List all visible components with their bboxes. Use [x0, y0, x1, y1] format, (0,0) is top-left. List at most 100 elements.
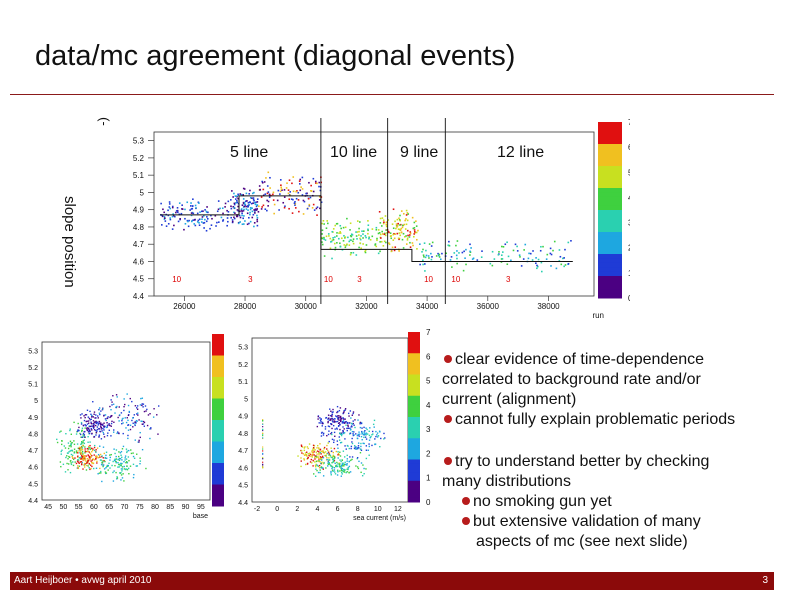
- data-point: [348, 415, 350, 417]
- data-point: [145, 410, 147, 412]
- data-point: [318, 457, 320, 460]
- data-point: [311, 462, 313, 464]
- data-point: [356, 238, 358, 240]
- data-point: [175, 211, 177, 214]
- data-point: [310, 458, 313, 461]
- data-point: [80, 417, 82, 419]
- data-point: [91, 451, 93, 453]
- data-point: [315, 463, 317, 466]
- data-point: [321, 233, 323, 235]
- colorbar-cell: [408, 476, 420, 482]
- data-point: [80, 421, 83, 424]
- data-point: [347, 466, 350, 469]
- data-point: [378, 430, 381, 432]
- data-point: [165, 225, 168, 227]
- data-point: [101, 462, 103, 464]
- data-point: [336, 427, 338, 429]
- data-point: [124, 459, 126, 461]
- colorbar-cell: [408, 480, 420, 486]
- y-tick-label: 5.2: [238, 362, 248, 369]
- data-point: [332, 451, 334, 454]
- x-tick-label: 2: [295, 506, 299, 513]
- data-point: [323, 223, 325, 225]
- data-point: [327, 465, 329, 467]
- data-point: [346, 468, 348, 470]
- data-point: [273, 212, 275, 215]
- data-point: [518, 254, 521, 256]
- data-point: [141, 423, 144, 425]
- data-point: [326, 444, 328, 447]
- data-point: [363, 467, 365, 470]
- data-point: [320, 420, 322, 423]
- data-point: [516, 245, 518, 248]
- data-point: [319, 189, 322, 192]
- data-point: [342, 470, 344, 472]
- data-point: [342, 462, 344, 464]
- x-tick-label: 28000: [234, 302, 257, 311]
- data-point: [78, 446, 81, 449]
- data-point: [92, 416, 95, 418]
- data-point: [93, 444, 96, 447]
- colorbar-cell: [598, 293, 622, 299]
- data-point: [266, 185, 269, 187]
- data-point: [362, 237, 364, 239]
- data-point: [140, 420, 142, 422]
- data-point: [67, 447, 70, 450]
- colorbar-cell: [408, 417, 420, 422]
- data-point: [540, 245, 542, 248]
- data-point: [102, 446, 105, 448]
- data-point: [369, 427, 371, 429]
- data-point: [93, 436, 95, 438]
- data-point: [267, 171, 270, 174]
- data-point: [127, 404, 130, 407]
- data-point: [332, 238, 335, 241]
- data-point: [279, 190, 282, 193]
- data-point: [107, 432, 109, 434]
- data-point: [82, 445, 84, 447]
- data-point: [339, 463, 341, 465]
- data-point: [340, 475, 343, 477]
- data-point: [118, 466, 120, 468]
- data-point: [139, 404, 142, 406]
- data-point: [351, 437, 353, 440]
- data-point: [336, 420, 339, 423]
- data-point: [319, 458, 322, 460]
- data-point: [113, 448, 115, 450]
- data-point: [106, 424, 109, 427]
- data-point: [292, 176, 295, 178]
- data-point: [119, 457, 122, 460]
- colorbar-cell: [408, 404, 420, 409]
- data-point: [308, 203, 311, 206]
- data-point: [395, 223, 398, 225]
- colorbar-cell: [598, 218, 622, 224]
- data-point: [373, 426, 375, 428]
- data-point: [86, 420, 88, 422]
- data-point: [217, 200, 220, 202]
- data-point: [163, 211, 165, 214]
- data-point: [346, 462, 348, 465]
- bullet-list: clear evidence of time-dependence correl…: [440, 350, 780, 552]
- data-point: [262, 456, 264, 459]
- data-point: [103, 452, 105, 455]
- data-point: [142, 406, 144, 408]
- data-point: [367, 229, 369, 232]
- data-point: [327, 414, 330, 416]
- data-point: [98, 435, 100, 438]
- x-tick-label: 4: [315, 506, 319, 513]
- data-point: [311, 206, 314, 209]
- data-point: [329, 418, 332, 421]
- data-point: [359, 237, 361, 240]
- data-point: [102, 465, 104, 468]
- data-point: [393, 249, 396, 252]
- data-point: [80, 448, 82, 450]
- data-point: [344, 461, 346, 464]
- data-point: [234, 195, 237, 197]
- data-point: [398, 217, 400, 220]
- x-tick-label: 70: [121, 504, 129, 511]
- data-point: [359, 421, 362, 424]
- data-point: [332, 470, 334, 473]
- data-point: [364, 432, 366, 435]
- data-point: [359, 238, 362, 241]
- data-point: [349, 427, 351, 430]
- data-point: [98, 422, 101, 424]
